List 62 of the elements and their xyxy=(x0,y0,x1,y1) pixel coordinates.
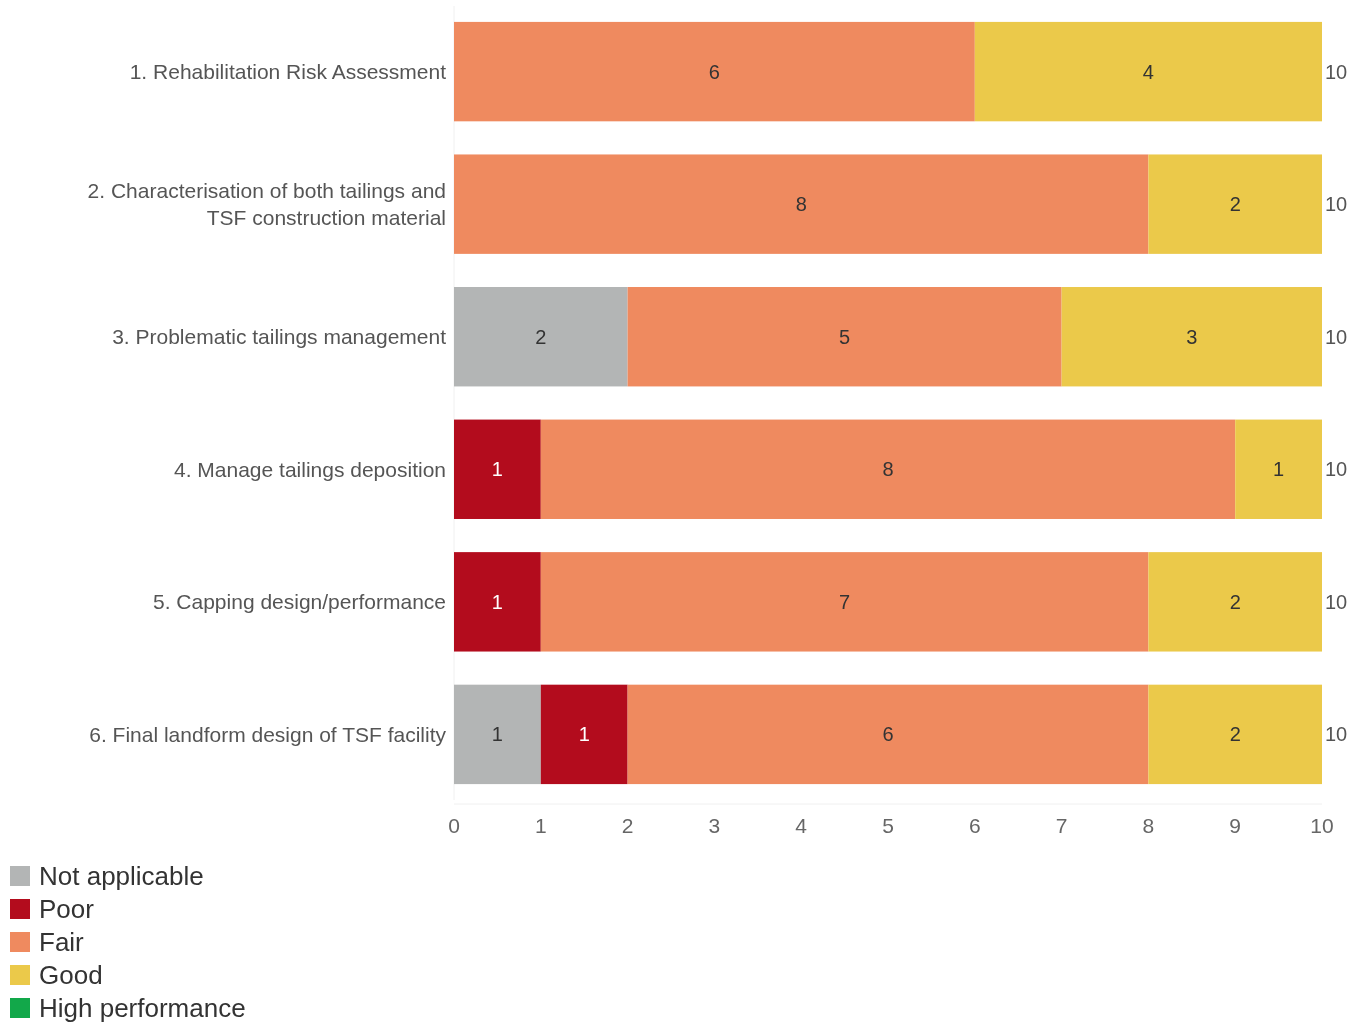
total-label: 10 xyxy=(1325,193,1348,216)
y-tick-label: 5. Capping design/performance xyxy=(152,590,446,614)
data-label: 1 xyxy=(491,723,503,746)
data-label: 6 xyxy=(708,60,720,83)
bar xyxy=(1235,419,1322,519)
legend-label: Good xyxy=(39,960,103,991)
data-label: 8 xyxy=(795,193,807,216)
bar xyxy=(974,21,1322,122)
bar xyxy=(454,154,1149,254)
y-tick-label: 2. Characterisation of both tailings and TSF construction material xyxy=(87,179,446,230)
data-label: 2 xyxy=(1229,723,1241,746)
bar xyxy=(540,419,1236,519)
total-label: 10 xyxy=(1325,723,1348,746)
x-tick-label: 5 xyxy=(882,814,894,838)
y-tick-label: 6. Final landform design of TSF facility xyxy=(89,722,447,746)
bar xyxy=(1148,684,1322,785)
data-label: 1 xyxy=(491,458,503,481)
x-tick-label: 3 xyxy=(708,814,721,838)
total-label: 10 xyxy=(1325,590,1348,613)
bar xyxy=(454,684,541,785)
data-label: 6 xyxy=(882,723,894,746)
data-label: 4 xyxy=(1142,60,1154,83)
data-label: 2 xyxy=(1229,193,1241,216)
bar xyxy=(627,684,1149,785)
data-label: 5 xyxy=(839,325,851,348)
legend-label: High performance xyxy=(39,993,246,1023)
data-label: 8 xyxy=(882,458,894,481)
data-label: 1 xyxy=(491,590,503,613)
y-tick-label: 3. Problematic tailings management xyxy=(112,325,447,349)
bar xyxy=(454,21,975,122)
bar xyxy=(1148,552,1322,652)
x-tick-label: 4 xyxy=(795,814,808,838)
y-tick-label: 4. Manage tailings deposition xyxy=(173,457,446,481)
legend-label: Poor xyxy=(39,894,95,925)
bar xyxy=(454,419,541,519)
bar xyxy=(540,684,628,785)
total-label: 10 xyxy=(1325,458,1348,481)
x-tick-label: 6 xyxy=(968,814,981,838)
y-tick-label: 1. Rehabilitation Risk Assessment xyxy=(129,59,447,83)
data-label: 1 xyxy=(578,723,590,746)
data-label: 3 xyxy=(1186,325,1198,348)
bar xyxy=(627,287,1062,387)
bar xyxy=(454,552,541,652)
x-tick-label: 9 xyxy=(1229,814,1242,838)
data-label: 2 xyxy=(1229,590,1241,613)
total-label: 10 xyxy=(1325,325,1348,348)
bar xyxy=(540,552,1149,652)
bar xyxy=(1148,154,1322,254)
legend-label: Fair xyxy=(39,927,85,958)
x-tick-label: 1 xyxy=(534,814,547,838)
data-label: 2 xyxy=(535,325,547,348)
x-tick-label: 2 xyxy=(621,814,634,838)
x-tick-label: 7 xyxy=(1055,814,1068,838)
x-tick-label: 10 xyxy=(1310,814,1334,838)
bar xyxy=(454,287,628,387)
data-label: 7 xyxy=(839,590,851,613)
x-tick-label: 8 xyxy=(1142,814,1155,838)
bar xyxy=(1061,287,1322,387)
x-tick-label: 0 xyxy=(448,814,460,838)
data-label: 1 xyxy=(1273,458,1285,481)
total-label: 10 xyxy=(1325,60,1348,83)
legend-label: Not applicable xyxy=(39,861,204,892)
